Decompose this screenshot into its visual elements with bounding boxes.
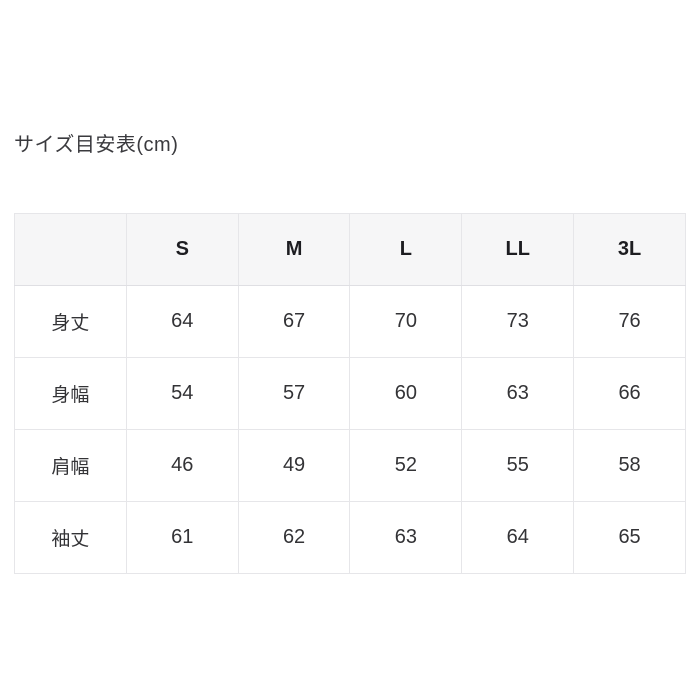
table-cell: 76: [573, 285, 686, 358]
table-cell: 64: [125, 285, 239, 358]
row-label-body-width: 身幅: [14, 357, 127, 430]
header-cell-size-l: L: [349, 213, 463, 286]
size-table-row-body-length: 身丈 64 67 70 73 76: [14, 285, 686, 358]
table-cell: 64: [461, 501, 575, 574]
header-cell-size-m: M: [237, 213, 351, 286]
table-cell: 63: [349, 501, 463, 574]
size-table-row-sleeve-length: 袖丈 61 62 63 64 65: [14, 501, 686, 574]
table-cell: 57: [237, 357, 351, 430]
table-cell: 61: [125, 501, 239, 574]
table-cell: 62: [237, 501, 351, 574]
row-label-shoulder-width: 肩幅: [14, 429, 127, 502]
size-table: S M L LL 3L 身丈 64 67 70 73 76 身幅 54 57 6…: [14, 213, 686, 574]
table-cell: 60: [349, 357, 463, 430]
row-label-sleeve-length: 袖丈: [14, 501, 127, 574]
size-guide-title: サイズ目安表(cm): [14, 134, 179, 156]
table-cell: 65: [573, 501, 686, 574]
header-cell-size-3l: 3L: [573, 213, 686, 286]
table-cell: 52: [349, 429, 463, 502]
row-label-body-length: 身丈: [14, 285, 127, 358]
table-cell: 54: [125, 357, 239, 430]
header-cell-size-s: S: [125, 213, 239, 286]
header-cell-empty: [14, 213, 127, 286]
table-cell: 73: [461, 285, 575, 358]
table-cell: 55: [461, 429, 575, 502]
size-table-row-body-width: 身幅 54 57 60 63 66: [14, 357, 686, 430]
table-cell: 58: [573, 429, 686, 502]
table-cell: 66: [573, 357, 686, 430]
size-table-row-shoulder-width: 肩幅 46 49 52 55 58: [14, 429, 686, 502]
table-cell: 46: [125, 429, 239, 502]
table-cell: 49: [237, 429, 351, 502]
table-cell: 63: [461, 357, 575, 430]
size-table-header-row: S M L LL 3L: [14, 213, 686, 286]
table-cell: 70: [349, 285, 463, 358]
header-cell-size-ll: LL: [461, 213, 575, 286]
table-cell: 67: [237, 285, 351, 358]
